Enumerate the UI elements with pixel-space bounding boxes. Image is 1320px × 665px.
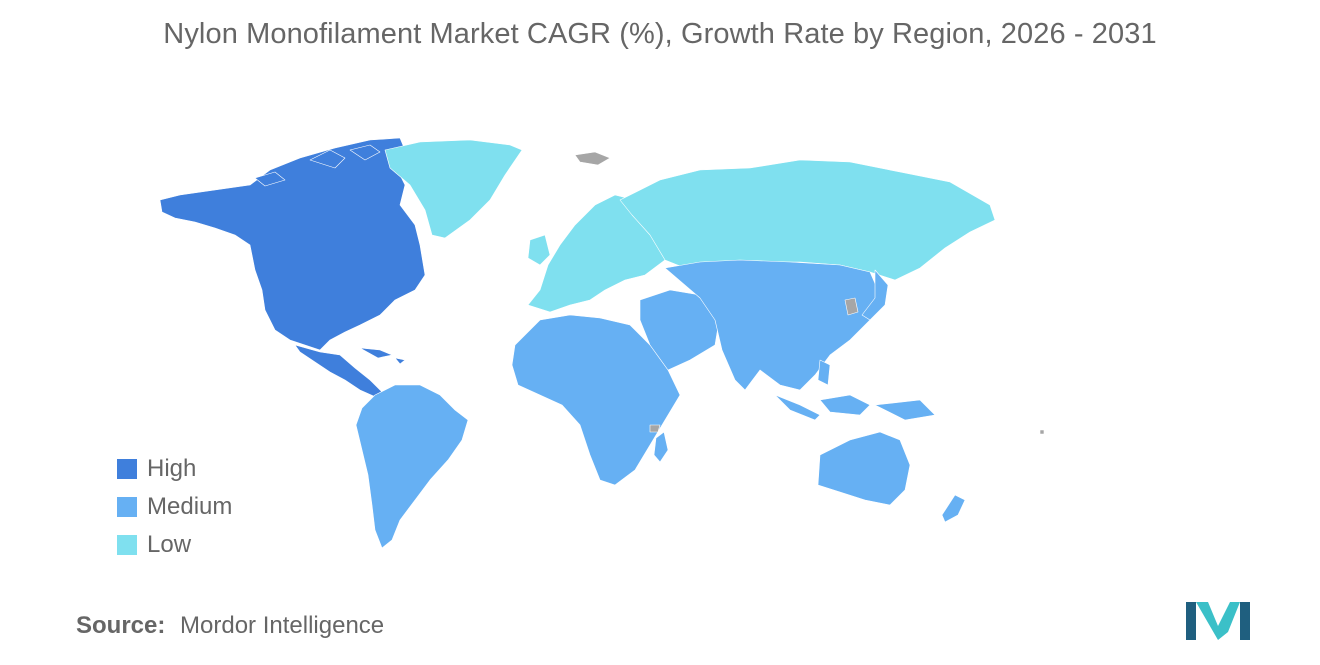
legend-swatch-low	[117, 535, 137, 555]
logo-left-diagonal	[1196, 602, 1218, 640]
legend-item-high: High	[117, 450, 232, 488]
arctic-islands-shape	[254, 144, 381, 187]
canada-usa-shape	[159, 137, 426, 351]
legend-label-low: Low	[147, 531, 192, 558]
no-data-svalbard	[574, 151, 611, 166]
region-africa	[511, 314, 681, 486]
logo-left-bar	[1186, 602, 1196, 640]
legend: High Medium Low	[117, 450, 232, 564]
region-middle-east	[639, 289, 721, 371]
legend-item-medium: Medium	[117, 488, 232, 526]
source-line: Source: Mordor Intelligence	[76, 612, 384, 640]
uk-ireland-shape	[527, 234, 551, 266]
region-russia	[619, 159, 996, 281]
legend-item-low: Low	[117, 526, 232, 564]
source-value: Mordor Intelligence	[180, 612, 385, 639]
mordor-intelligence-logo-icon	[1186, 602, 1250, 640]
madagascar-shape	[653, 431, 669, 463]
region-north-america	[159, 137, 426, 399]
southeast-asia-islands-shape	[774, 359, 936, 421]
logo-right-diagonal	[1218, 602, 1240, 640]
region-south-america	[355, 384, 469, 549]
new-zealand-shape	[941, 494, 966, 523]
no-data-small-islands	[649, 424, 1045, 435]
chart-title: Nylon Monofilament Market CAGR (%), Grow…	[163, 18, 1157, 50]
japan-shape	[861, 269, 889, 321]
region-greenland	[384, 139, 523, 239]
legend-label-medium: Medium	[147, 493, 233, 520]
source-label: Source:	[76, 612, 166, 639]
no-data-korea	[844, 297, 859, 316]
legend-swatch-high	[117, 459, 137, 479]
legend-swatch-medium	[117, 497, 137, 517]
caribbean-shape	[359, 347, 406, 365]
legend-label-high: High	[147, 455, 197, 482]
logo-right-bar	[1240, 602, 1250, 640]
region-australia	[817, 431, 911, 506]
